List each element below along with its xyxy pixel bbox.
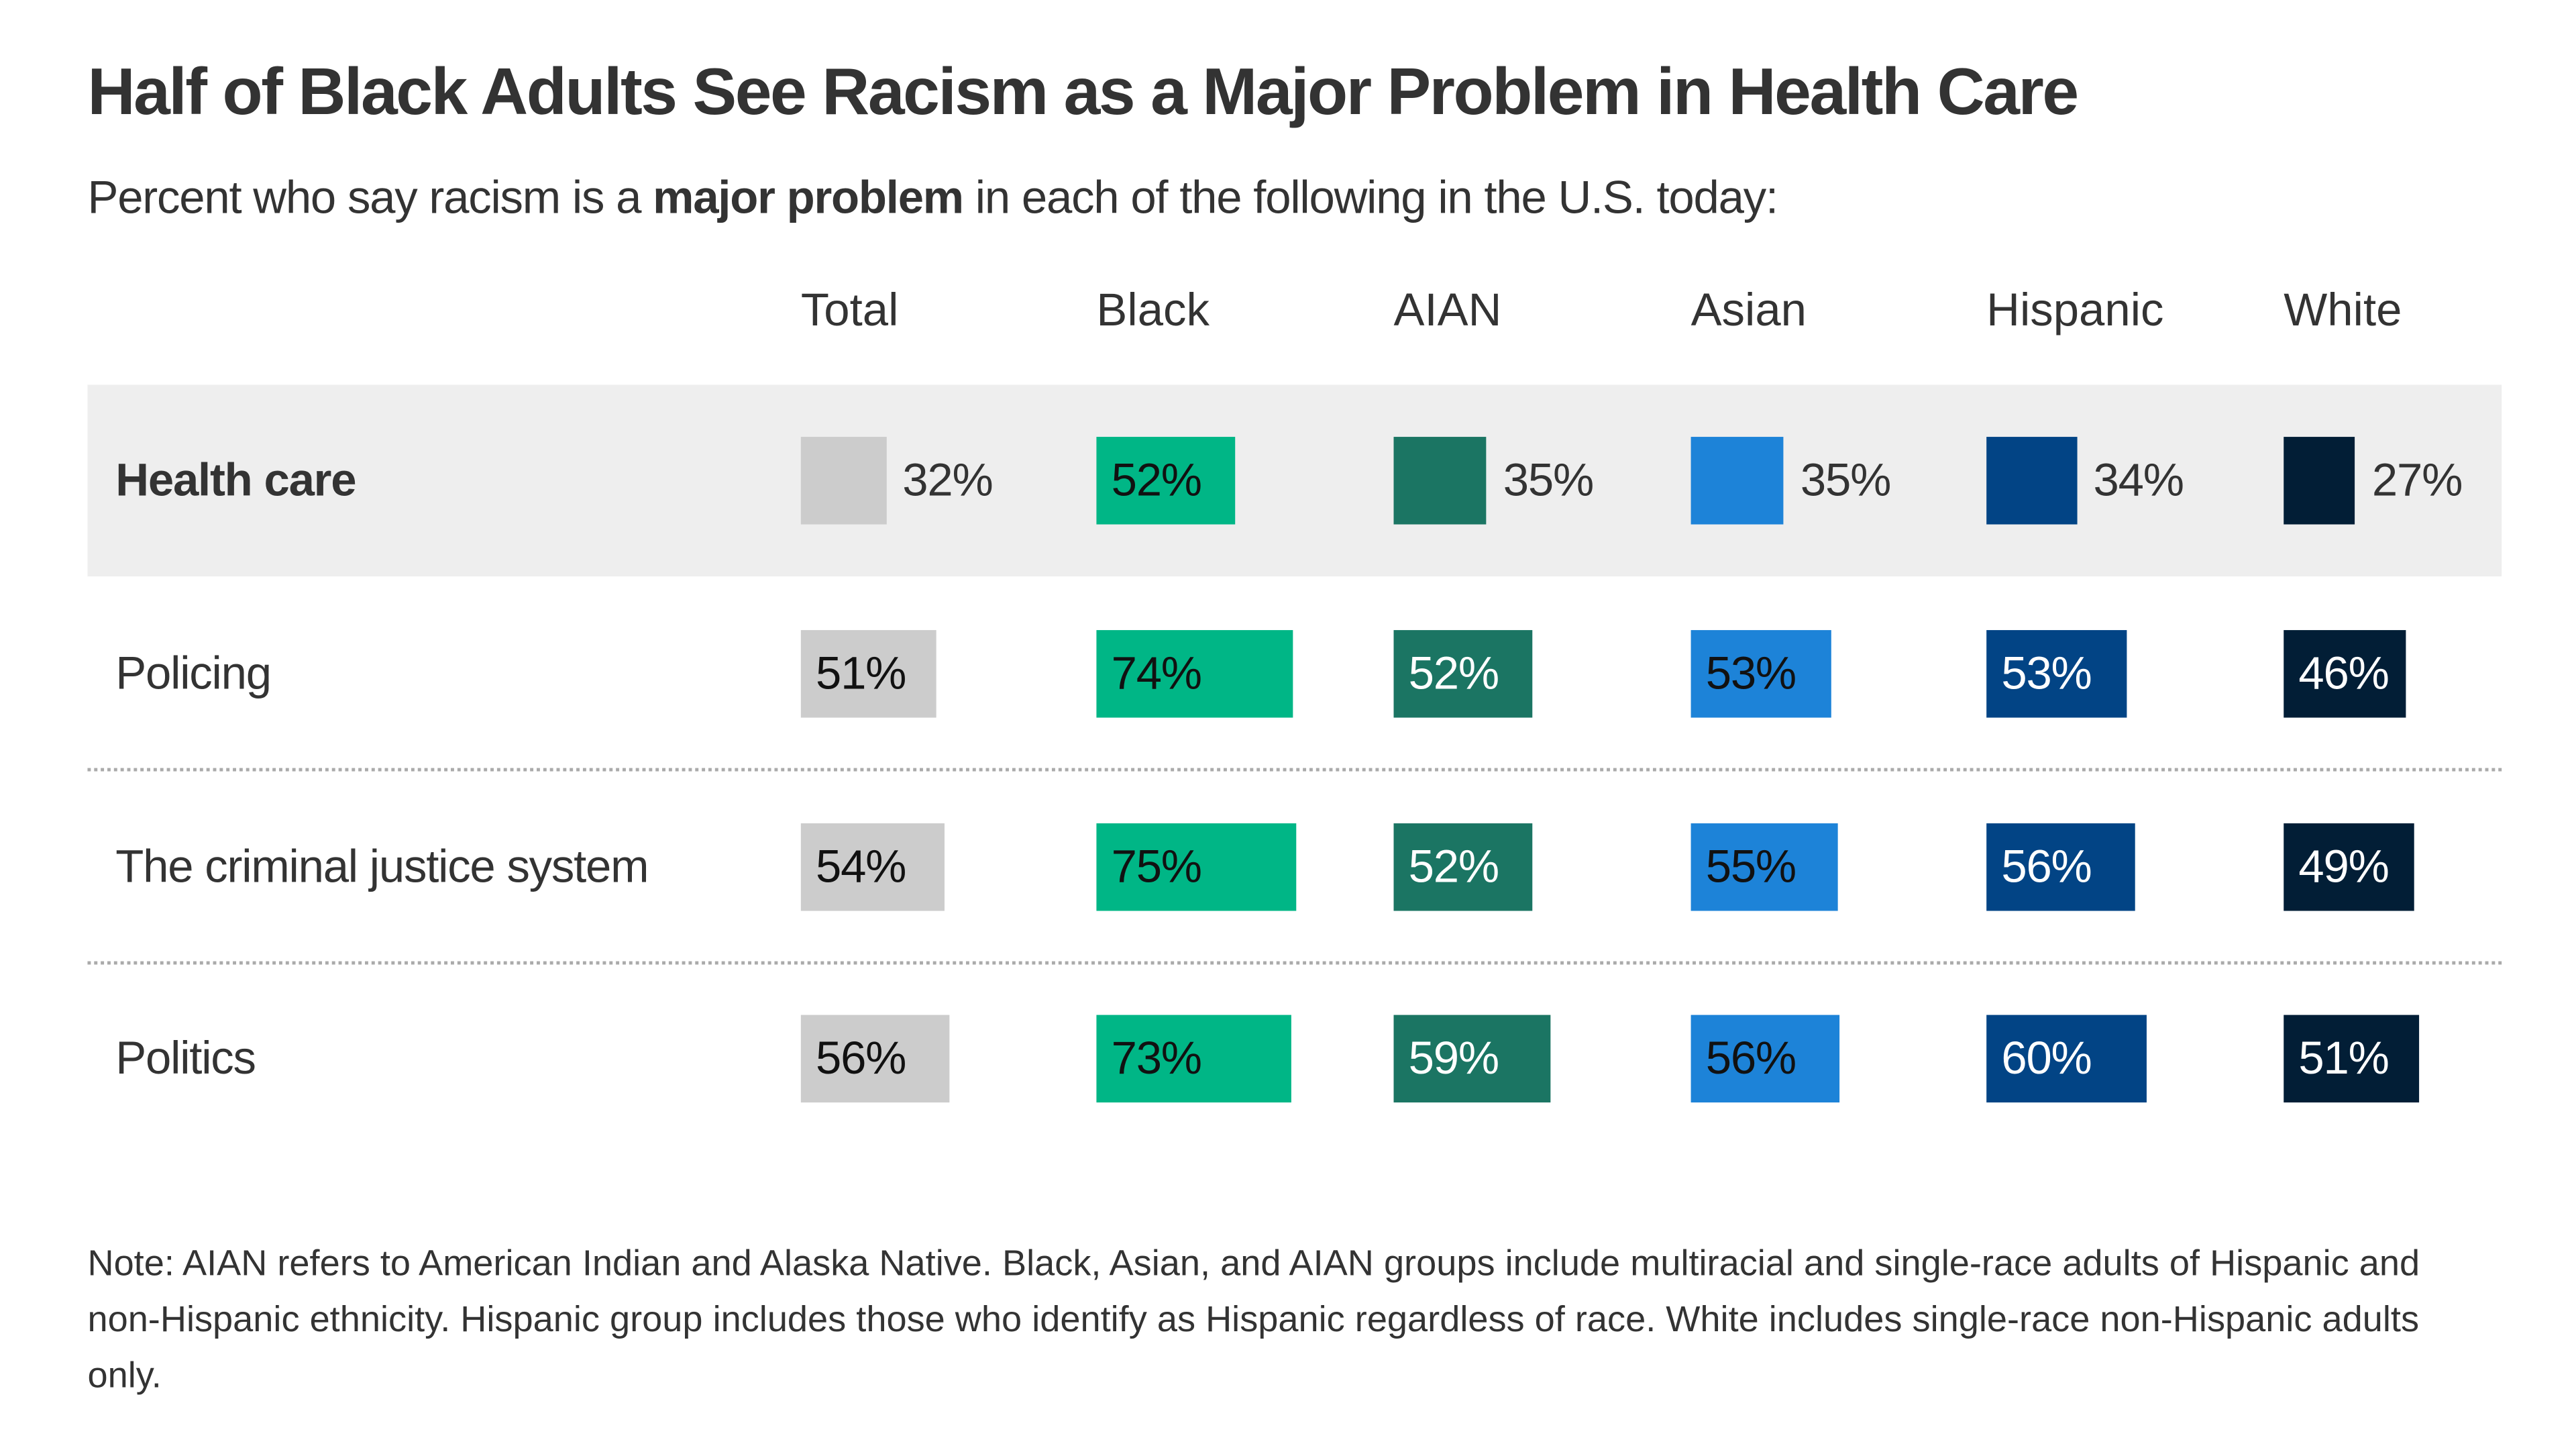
footnote: Note: AIAN refers to American Indian and… (87, 1242, 2420, 1396)
row-divider (87, 961, 2502, 965)
bar-asian (1690, 1015, 1840, 1103)
data-label: 56% (2001, 840, 2092, 892)
bar-hispanic (1986, 1015, 2146, 1103)
subtitle-bold: major problem (653, 171, 964, 223)
bar-white (2284, 823, 2414, 911)
bar-white (2284, 437, 2356, 525)
bar-aian (1393, 1015, 1551, 1103)
bar-hispanic (1986, 823, 2136, 911)
bar-black (1096, 437, 1235, 525)
bar-black (1096, 823, 1296, 911)
bar-total (800, 823, 945, 911)
column-header-hispanic: Hispanic (1986, 284, 2164, 335)
row-divider (87, 768, 2502, 772)
data-label: 51% (815, 647, 906, 699)
column-header-asian: Asian (1690, 284, 1807, 335)
row-label: Politics (115, 1032, 256, 1084)
data-label: 27% (2371, 454, 2463, 506)
bar-total (800, 437, 886, 525)
data-label: 59% (1408, 1032, 1499, 1084)
data-label: 55% (1705, 840, 1796, 892)
bar-asian (1690, 823, 1837, 911)
data-label: 35% (1800, 454, 1891, 506)
highlight-row-background (87, 384, 2502, 577)
data-label: 35% (1503, 454, 1594, 506)
row-label: Policing (115, 647, 272, 699)
data-label: 53% (2001, 647, 2092, 699)
bar-asian (1690, 630, 1832, 718)
row-label: Health care (115, 454, 356, 506)
chart-subtitle: Percent who say racism is a major proble… (87, 171, 1778, 225)
row-label: The criminal justice system (115, 840, 649, 892)
bar-white (2284, 1015, 2420, 1103)
data-label: 32% (902, 454, 993, 506)
data-label: 52% (1111, 454, 1202, 506)
data-label: 56% (1705, 1032, 1796, 1084)
bar-black (1096, 1015, 1291, 1103)
bar-total (800, 1015, 950, 1103)
data-label: 54% (815, 840, 906, 892)
column-header-total: Total (800, 284, 899, 335)
data-label: 56% (815, 1032, 906, 1084)
data-label: 74% (1111, 647, 1202, 699)
data-label: 51% (2298, 1032, 2389, 1084)
subtitle-before: Percent who say racism is a (87, 171, 653, 223)
bar-aian (1393, 823, 1532, 911)
data-label: 75% (1111, 840, 1202, 892)
bar-aian (1393, 630, 1532, 718)
bar-hispanic (1986, 630, 2128, 718)
column-header-aian: AIAN (1393, 284, 1502, 335)
data-label: 52% (1408, 840, 1499, 892)
data-label: 73% (1111, 1032, 1202, 1084)
data-label: 60% (2001, 1032, 2092, 1084)
data-label: 46% (2298, 647, 2389, 699)
chart-title: Half of Black Adults See Racism as a Maj… (87, 56, 2079, 129)
data-label: 34% (2093, 454, 2184, 506)
data-label: 53% (1705, 647, 1796, 699)
data-label: 52% (1408, 647, 1499, 699)
bar-black (1096, 630, 1293, 718)
bar-aian (1393, 437, 1487, 525)
bar-asian (1690, 437, 1784, 525)
bar-white (2284, 630, 2406, 718)
data-label: 49% (2298, 840, 2389, 892)
column-header-white: White (2284, 284, 2402, 335)
column-header-black: Black (1096, 284, 1210, 335)
bar-hispanic (1986, 437, 2077, 525)
bar-total (800, 630, 936, 718)
subtitle-after: in each of the following in the U.S. tod… (963, 171, 1778, 223)
